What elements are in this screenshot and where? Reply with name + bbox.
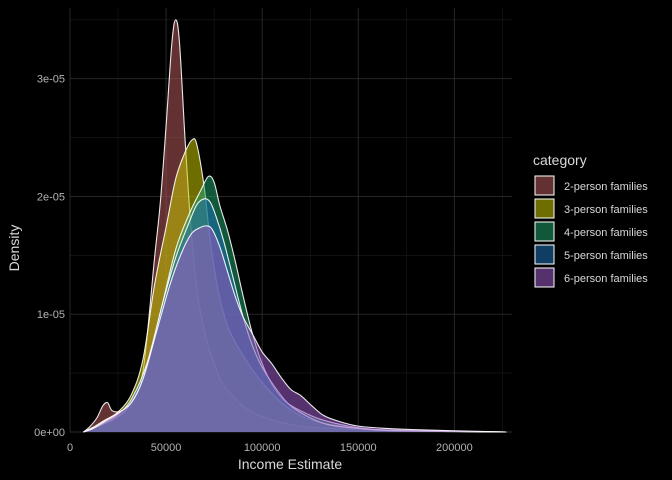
- legend-key-swatch: [534, 267, 555, 288]
- legend-label: 3-person families: [564, 204, 648, 216]
- legend-label: 4-person families: [564, 227, 648, 239]
- legend-label: 2-person families: [564, 181, 648, 193]
- x-tick-label: 0: [67, 442, 73, 454]
- x-axis-ticks: 0 50000 100000 150000 200000: [67, 442, 473, 454]
- legend: category 2-person families 3-person famil…: [533, 152, 648, 288]
- y-tick-label: 0e+00: [34, 427, 65, 439]
- x-tick-label: 100000: [244, 442, 281, 454]
- x-tick-label: 150000: [340, 442, 377, 454]
- density-area-series-5: [83, 225, 507, 432]
- x-tick-label: 50000: [151, 442, 182, 454]
- legend-key-swatch: [534, 175, 555, 196]
- y-tick-label: 2e-05: [37, 191, 65, 203]
- legend-title: category: [533, 152, 587, 168]
- legend-key-swatch: [534, 198, 555, 219]
- y-tick-label: 1e-05: [37, 309, 65, 321]
- legend-key-swatch: [534, 221, 555, 242]
- y-axis-title: Density: [6, 225, 22, 272]
- x-axis-title: Income Estimate: [238, 456, 342, 472]
- legend-label: 5-person families: [564, 250, 648, 262]
- legend-label: 6-person families: [564, 273, 648, 285]
- x-tick-label: 200000: [436, 442, 473, 454]
- y-axis-ticks: 0e+00 1e-05 2e-05 3e-05: [34, 74, 65, 439]
- density-outline-series-5: [83, 225, 507, 433]
- y-tick-label: 3e-05: [37, 74, 65, 86]
- legend-key-swatch: [534, 244, 555, 265]
- legend-items: 2-person families 3-person families 4-pers…: [534, 175, 648, 288]
- density-areas: [83, 19, 507, 433]
